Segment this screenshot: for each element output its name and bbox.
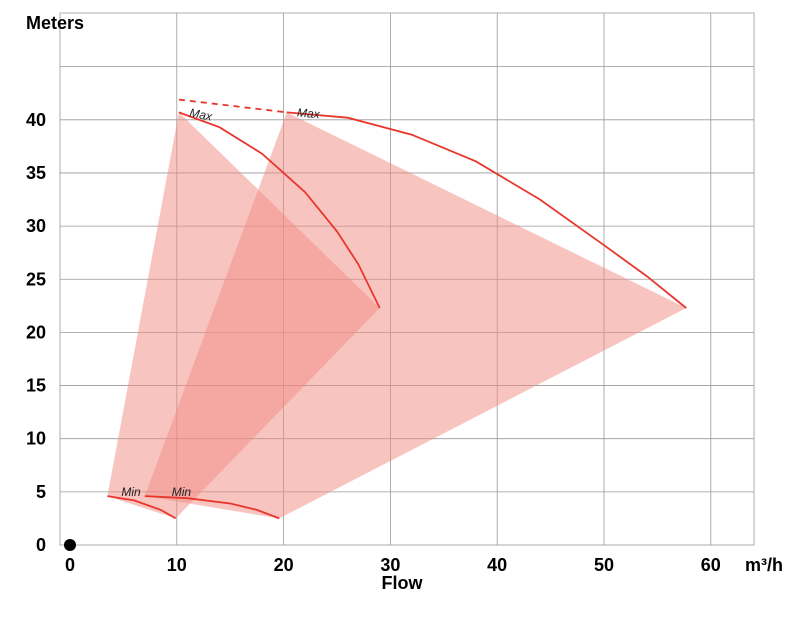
y-tick-label: 40 xyxy=(26,110,46,130)
performance-areas xyxy=(107,112,687,519)
origin-marker xyxy=(64,539,76,551)
y-tick-label: 15 xyxy=(26,376,46,396)
x-tick-label: 20 xyxy=(274,555,294,575)
x-axis-label: Flow xyxy=(382,573,424,593)
y-tick-label: 30 xyxy=(26,216,46,236)
x-tick-label: 30 xyxy=(380,555,400,575)
x-tick-label: 0 xyxy=(65,555,75,575)
y-tick-label: 5 xyxy=(36,482,46,502)
y-tick-label: 25 xyxy=(26,269,46,289)
tick-labels: 0 10 20 30 40 50 60 0 5 10 15 20 25 30 35 40 xyxy=(26,110,721,575)
y-axis-label: Meters xyxy=(26,13,84,33)
max-label-1: Max xyxy=(188,106,214,124)
x-tick-label: 40 xyxy=(487,555,507,575)
min-curve-1 xyxy=(107,495,177,520)
curve-labels: Max Min Max Min xyxy=(64,105,321,551)
x-axis-unit: m³/h xyxy=(745,555,783,575)
max-curve-1 xyxy=(178,111,381,309)
max-label-2: Max xyxy=(297,105,322,121)
x-tick-label: 60 xyxy=(701,555,721,575)
y-tick-label: 35 xyxy=(26,163,46,183)
min-curve-2 xyxy=(144,495,280,520)
max-curve-2 xyxy=(286,111,687,309)
max-connector xyxy=(178,98,287,114)
x-tick-label: 50 xyxy=(594,555,614,575)
performance-area-2 xyxy=(144,112,687,519)
min-label-1: Min xyxy=(121,485,141,499)
min-label-2: Min xyxy=(172,485,192,499)
y-tick-label: 20 xyxy=(26,322,46,342)
y-tick-label: 0 xyxy=(36,535,46,555)
y-tick-label: 10 xyxy=(26,429,46,449)
x-tick-label: 10 xyxy=(167,555,187,575)
performance-curves xyxy=(107,98,687,520)
